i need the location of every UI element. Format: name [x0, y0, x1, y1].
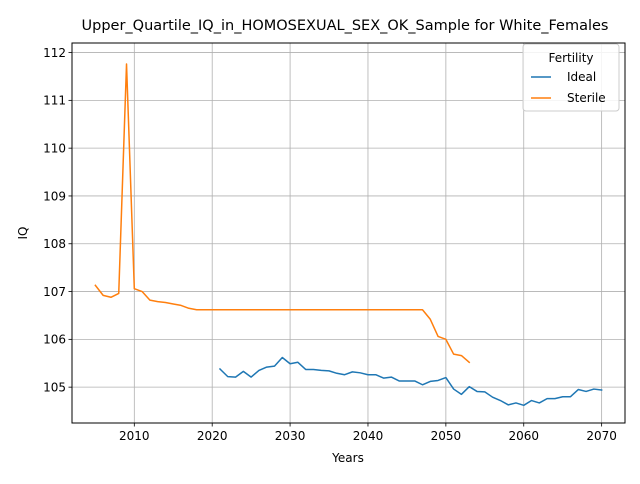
series-layer [94, 63, 603, 407]
x-tick-label: 2030 [275, 429, 306, 443]
x-tick-label: 2040 [353, 429, 384, 443]
y-tick-label: 111 [43, 94, 66, 108]
series-line-sterile [94, 63, 471, 364]
y-tick-label: 109 [43, 189, 66, 203]
x-tick-label: 2070 [586, 429, 617, 443]
y-tick-label: 108 [43, 237, 66, 251]
legend-label-ideal: Ideal [567, 70, 596, 84]
grid [72, 43, 625, 423]
x-tick-label: 2060 [508, 429, 539, 443]
series-line-ideal [218, 356, 603, 407]
legend: Fertility Ideal Sterile [522, 43, 620, 112]
legend-label-sterile: Sterile [567, 91, 606, 105]
y-tick-label: 105 [43, 380, 66, 394]
axis-ticks: 2010 2020 2030 2040 2050 2060 2070 105 106 107 108… [43, 46, 617, 443]
y-tick-label: 112 [43, 46, 66, 60]
y-tick-label: 107 [43, 285, 66, 299]
legend-title: Fertility [548, 51, 593, 65]
x-axis-label: Years [331, 451, 364, 465]
x-tick-label: 2020 [197, 429, 228, 443]
y-tick-label: 106 [43, 333, 66, 347]
plot-frame [71, 42, 626, 424]
y-axis-label: IQ [16, 227, 30, 240]
chart-title: Upper_Quartile_IQ_in_HOMOSEXUAL_SEX_OK_S… [82, 18, 609, 34]
legend-box [522, 43, 620, 112]
y-tick-label: 110 [43, 141, 66, 155]
x-tick-label: 2010 [119, 429, 150, 443]
x-tick-label: 2050 [431, 429, 462, 443]
